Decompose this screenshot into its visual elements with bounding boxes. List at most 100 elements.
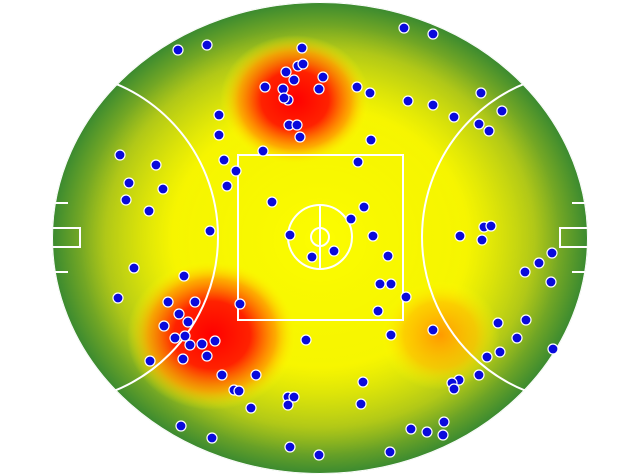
- point: [352, 156, 364, 168]
- point: [257, 145, 269, 157]
- point: [177, 353, 189, 365]
- point: [218, 154, 230, 166]
- point: [351, 81, 363, 93]
- point: [454, 230, 466, 242]
- point: [306, 251, 318, 263]
- point: [405, 423, 417, 435]
- point: [511, 332, 523, 344]
- point: [382, 250, 394, 262]
- point: [402, 95, 414, 107]
- point: [213, 109, 225, 121]
- point: [364, 87, 376, 99]
- point: [328, 245, 340, 257]
- point: [278, 92, 290, 104]
- point: [233, 385, 245, 397]
- point: [385, 329, 397, 341]
- point: [143, 205, 155, 217]
- point: [259, 81, 271, 93]
- point: [175, 420, 187, 432]
- point: [448, 383, 460, 395]
- point: [114, 149, 126, 161]
- point: [157, 183, 169, 195]
- point: [398, 22, 410, 34]
- point: [473, 118, 485, 130]
- point: [288, 391, 300, 403]
- point: [519, 266, 531, 278]
- point: [189, 296, 201, 308]
- point: [476, 234, 488, 246]
- point: [216, 369, 228, 381]
- point: [213, 129, 225, 141]
- point: [300, 334, 312, 346]
- point: [230, 165, 242, 177]
- point: [209, 335, 221, 347]
- point: [421, 426, 433, 438]
- point: [317, 71, 329, 83]
- point: [533, 257, 545, 269]
- point: [173, 308, 185, 320]
- point: [427, 324, 439, 336]
- point: [374, 278, 386, 290]
- point: [150, 159, 162, 171]
- point: [355, 398, 367, 410]
- point: [520, 314, 532, 326]
- point: [291, 119, 303, 131]
- point: [112, 292, 124, 304]
- point: [296, 42, 308, 54]
- point: [282, 399, 294, 411]
- point: [483, 125, 495, 137]
- point: [438, 416, 450, 428]
- point: [245, 402, 257, 414]
- point: [367, 230, 379, 242]
- point: [547, 343, 559, 355]
- point: [201, 350, 213, 362]
- point: [485, 220, 497, 232]
- point: [128, 262, 140, 274]
- point: [284, 441, 296, 453]
- point: [158, 320, 170, 332]
- point: [178, 270, 190, 282]
- point: [437, 429, 449, 441]
- point: [546, 247, 558, 259]
- point: [184, 339, 196, 351]
- point: [545, 276, 557, 288]
- point: [427, 99, 439, 111]
- point: [182, 316, 194, 328]
- point: [448, 111, 460, 123]
- point: [204, 225, 216, 237]
- point: [357, 376, 369, 388]
- point: [284, 229, 296, 241]
- point: [294, 131, 306, 143]
- point: [144, 355, 156, 367]
- point: [179, 330, 191, 342]
- point: [400, 291, 412, 303]
- point: [384, 446, 396, 458]
- point: [206, 432, 218, 444]
- point: [201, 39, 213, 51]
- point: [313, 83, 325, 95]
- point: [196, 338, 208, 350]
- point: [123, 177, 135, 189]
- point: [162, 296, 174, 308]
- point: [385, 278, 397, 290]
- point: [172, 44, 184, 56]
- point: [475, 87, 487, 99]
- point: [288, 74, 300, 86]
- point: [492, 317, 504, 329]
- point: [494, 346, 506, 358]
- points: [112, 22, 559, 461]
- point: [427, 28, 439, 40]
- point: [473, 369, 485, 381]
- point: [496, 105, 508, 117]
- point: [297, 58, 309, 70]
- point: [372, 305, 384, 317]
- point: [345, 213, 357, 225]
- point: [221, 180, 233, 192]
- point: [365, 134, 377, 146]
- point: [358, 201, 370, 213]
- point: [280, 66, 292, 78]
- point: [169, 332, 181, 344]
- point: [266, 196, 278, 208]
- point: [250, 369, 262, 381]
